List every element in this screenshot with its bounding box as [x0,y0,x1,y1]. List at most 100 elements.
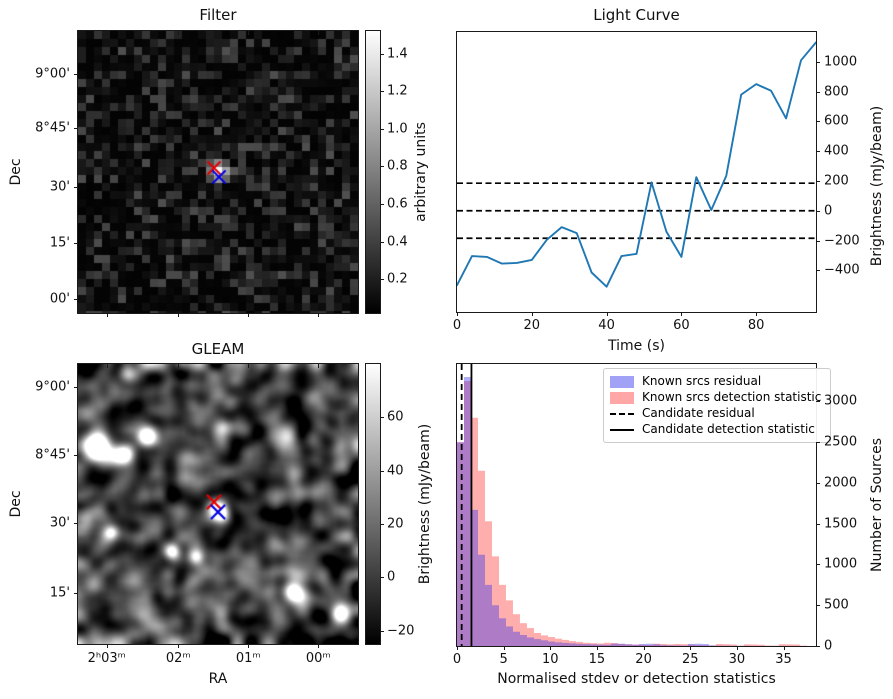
legend-item: Known srcs residual [610,374,824,389]
tick-mark [248,364,250,368]
tick-mark [816,91,820,93]
tick-label: 3000 [824,393,858,409]
tick-label: 1.2 [387,83,408,99]
tick-mark [643,646,645,650]
tick-label: 0 [824,638,833,654]
tick-label: 8°45' [35,447,70,463]
light-curve-plot [457,41,816,288]
tick-label: 0.6 [387,196,408,212]
tick-mark [380,53,384,55]
tick-label: 02ᵐ [165,651,191,666]
tick-mark [380,417,384,419]
tick-mark [783,646,785,650]
legend-patch-swatch [610,375,634,388]
tick-mark [816,523,820,525]
tick-label: 30 [728,652,746,667]
tick-mark [178,644,180,648]
tick-mark [550,646,552,650]
tick-label: 2ʰ03ᵐ [87,651,126,666]
filter-ylabel: Dec [8,158,24,186]
legend-label: Known srcs residual [642,374,762,388]
tick-mark [74,243,78,245]
tick-label: 8°45' [35,120,70,136]
tick-label: 0.2 [387,271,408,287]
gleam-ylabel: Dec [8,490,24,518]
tick-mark [74,455,78,456]
tick-label: 40 [598,318,615,333]
gleam-colorbar-label: Brightness (mJy/beam) [417,423,433,585]
tick-label: 1.0 [387,121,408,137]
tick-label: 1000 [824,556,858,572]
legend: Known srcs residual Known srcs detection … [603,368,831,443]
tick-mark [380,241,384,243]
tick-label: 30' [49,179,70,195]
tick-mark [736,646,738,650]
tick-label: 00ᵐ [305,651,331,666]
tick-label: 0.4 [387,234,408,250]
tick-label: −400 [824,262,860,278]
gleam-colorbar [365,363,381,645]
tick-mark [106,364,108,368]
tick-label: 60 [673,318,690,333]
tick-mark [106,31,108,35]
tick-label: 15 [588,652,606,667]
histogram-panel: Known srcs residual Known srcs detection … [456,363,831,647]
tick-mark [177,313,179,317]
tick-label: 40 [387,463,404,479]
legend-item: Candidate detection statistic [610,422,824,437]
tick-mark [318,364,320,368]
tick-label: 60 [387,409,404,425]
tick-mark [816,646,820,647]
tick-mark [681,312,683,316]
tick-mark [74,593,78,595]
legend-line-swatch [610,412,634,415]
tick-mark [816,240,820,242]
legend-line-swatch [610,428,634,431]
tick-label: 600 [824,113,849,129]
tick-label: 0 [452,652,462,667]
tick-mark [816,605,820,607]
tick-label: 200 [824,173,849,189]
filter-image [78,31,358,313]
tick-mark [380,630,384,632]
tick-label: 15' [49,585,70,601]
tick-mark [380,91,384,93]
tick-mark [74,74,78,75]
tick-mark [503,646,505,650]
light-curve-ylabel: Brightness (mJy/beam) [869,105,885,267]
tick-label: 5 [499,652,508,667]
tick-label: 0.8 [387,158,408,174]
tick-label: 10 [542,652,559,667]
tick-label: 0 [387,569,396,585]
tick-label: −20 [387,623,415,639]
tick-label: 15' [49,235,70,251]
tick-mark [380,279,384,281]
tick-mark [74,299,78,300]
legend-item: Known srcs detection statistic [610,390,824,405]
histogram-ylabel: Number of Sources [869,437,885,573]
tick-label: 2000 [824,475,858,491]
gleam-image [78,364,358,644]
tick-label: 500 [824,597,849,613]
light-curve-panel [456,31,817,313]
histogram-xlabel: Normalised stdev or detection statistics [497,671,776,687]
tick-mark [380,128,384,130]
tick-label: 30' [49,515,70,531]
tick-label: 20 [387,516,404,532]
tick-label: 00' [49,291,70,307]
tick-mark [106,644,108,648]
tick-mark [816,151,820,153]
tick-mark [317,313,319,317]
tick-mark [816,180,820,182]
tick-mark [177,31,179,35]
tick-label: 35 [775,652,792,667]
tick-mark [816,210,820,212]
tick-mark [74,128,78,129]
legend-label: Candidate detection statistic [642,422,815,436]
tick-mark [457,646,458,650]
tick-mark [690,646,692,650]
tick-mark [457,312,458,316]
tick-label: 9°00' [35,66,70,82]
tick-label: 800 [824,84,849,100]
tick-mark [816,61,820,63]
